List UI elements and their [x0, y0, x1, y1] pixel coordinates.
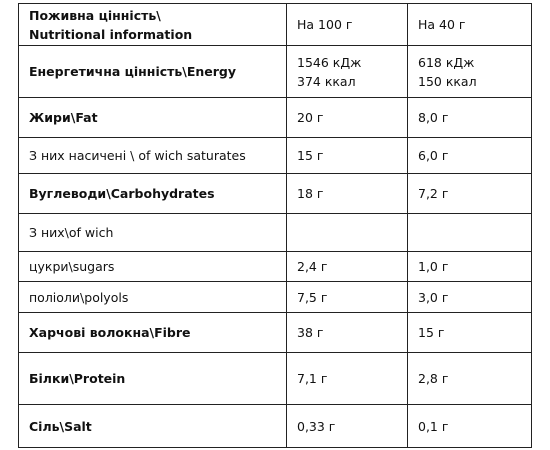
table-cell: Енергетична цінність\Energy	[18, 45, 287, 98]
table-cell: 6,0 г	[407, 137, 532, 174]
cell-text: 7,1 г	[297, 371, 328, 386]
table-cell: поліоли\polyols	[18, 281, 287, 313]
cell-text: 38 г	[297, 325, 324, 340]
table-cell: 7,2 г	[407, 173, 532, 214]
cell-text: Енергетична цінність\Energy	[29, 64, 237, 79]
table-row: Білки\Protein 7,1 г 2,8 г	[18, 352, 532, 405]
nutrition-table: Поживна цінність\ Nutritional information…	[18, 3, 532, 448]
cell-text: 150 ккал	[418, 73, 477, 89]
cell-text: 20 г	[297, 110, 324, 125]
table-cell: Вуглеводи\Carbohydrates	[18, 173, 287, 214]
table-cell: 8,0 г	[407, 97, 532, 138]
cell-text: 15 г	[297, 148, 324, 163]
cell-text: Вуглеводи\Carbohydrates	[29, 186, 215, 201]
table-cell	[286, 213, 408, 252]
cell-text: 374 ккал	[297, 73, 356, 89]
cell-text: 2,8 г	[418, 371, 449, 386]
table-row: З них насичені \ of wich saturates 15 г 6,…	[18, 137, 532, 174]
cell-text: цукри\sugars	[29, 259, 115, 274]
cell-text: Сіль\Salt	[29, 418, 92, 434]
table-cell: 0,33 г	[286, 404, 408, 448]
table-cell	[407, 213, 532, 252]
table-cell: Поживна цінність\ Nutritional information	[18, 3, 287, 46]
cell-text: З них\of wich	[29, 225, 114, 240]
cell-text: 618 кДж	[418, 54, 475, 70]
table-row: Поживна цінність\ Nutritional information…	[18, 3, 532, 46]
table-cell: 618 кДж 150 ккал	[407, 45, 532, 98]
cell-text: Білки\Protein	[29, 371, 126, 386]
cell-text: 6,0 г	[418, 148, 449, 163]
cell-text: Жири\Fat	[29, 110, 98, 125]
table-cell: 2,4 г	[286, 251, 408, 282]
table-cell: На 100 г	[286, 3, 408, 46]
cell-text: 7,5 г	[297, 289, 328, 305]
cell-text: 2,4 г	[297, 259, 328, 274]
table-cell: 0,1 г	[407, 404, 532, 448]
table-cell: З них насичені \ of wich saturates	[18, 137, 287, 174]
table-cell: 3,0 г	[407, 281, 532, 313]
table-cell: Жири\Fat	[18, 97, 287, 138]
table-cell: 2,8 г	[407, 352, 532, 405]
table-row: З них\of wich	[18, 213, 532, 252]
table-cell: Харчові волокна\Fibre	[18, 312, 287, 353]
table-cell: 7,5 г	[286, 281, 408, 313]
table-cell: 18 г	[286, 173, 408, 214]
table-row: цукри\sugars 2,4 г 1,0 г	[18, 251, 532, 282]
cell-text: 3,0 г	[418, 289, 449, 305]
cell-text: На 40 г	[418, 17, 466, 32]
cell-text: Поживна цінність\	[29, 7, 161, 23]
table-cell: 38 г	[286, 312, 408, 353]
table-cell: З них\of wich	[18, 213, 287, 252]
cell-text: 7,2 г	[418, 186, 449, 201]
table-cell: Білки\Protein	[18, 352, 287, 405]
table-cell: цукри\sugars	[18, 251, 287, 282]
table-cell: Сіль\Salt	[18, 404, 287, 448]
cell-text: З них насичені \ of wich saturates	[29, 148, 246, 163]
table-cell: 20 г	[286, 97, 408, 138]
cell-text: На 100 г	[297, 17, 353, 32]
table-row: Жири\Fat 20 г 8,0 г	[18, 97, 532, 138]
cell-text: 18 г	[297, 186, 324, 201]
table-cell: 1,0 г	[407, 251, 532, 282]
cell-text: поліоли\polyols	[29, 289, 129, 305]
table-body: Поживна цінність\ Nutritional information…	[18, 3, 532, 448]
cell-text: 1,0 г	[418, 259, 449, 274]
table-row: Вуглеводи\Carbohydrates 18 г 7,2 г	[18, 173, 532, 214]
table-cell: 15 г	[407, 312, 532, 353]
cell-text: 8,0 г	[418, 110, 449, 125]
table-cell: 15 г	[286, 137, 408, 174]
table-cell: 7,1 г	[286, 352, 408, 405]
table-cell: На 40 г	[407, 3, 532, 46]
table-row: Сіль\Salt 0,33 г 0,1 г	[18, 404, 532, 448]
table-row: Енергетична цінність\Energy 1546 кДж 374 к…	[18, 45, 532, 98]
cell-text: 0,1 г	[418, 418, 449, 434]
table-row: поліоли\polyols 7,5 г 3,0 г	[18, 281, 532, 313]
cell-text: 0,33 г	[297, 418, 336, 434]
table-row: Харчові волокна\Fibre 38 г 15 г	[18, 312, 532, 353]
cell-text: 1546 кДж	[297, 54, 362, 70]
cell-text: 15 г	[418, 325, 445, 340]
cell-text: Харчові волокна\Fibre	[29, 325, 191, 340]
table-cell: 1546 кДж 374 ккал	[286, 45, 408, 98]
cell-text: Nutritional information	[29, 26, 193, 42]
